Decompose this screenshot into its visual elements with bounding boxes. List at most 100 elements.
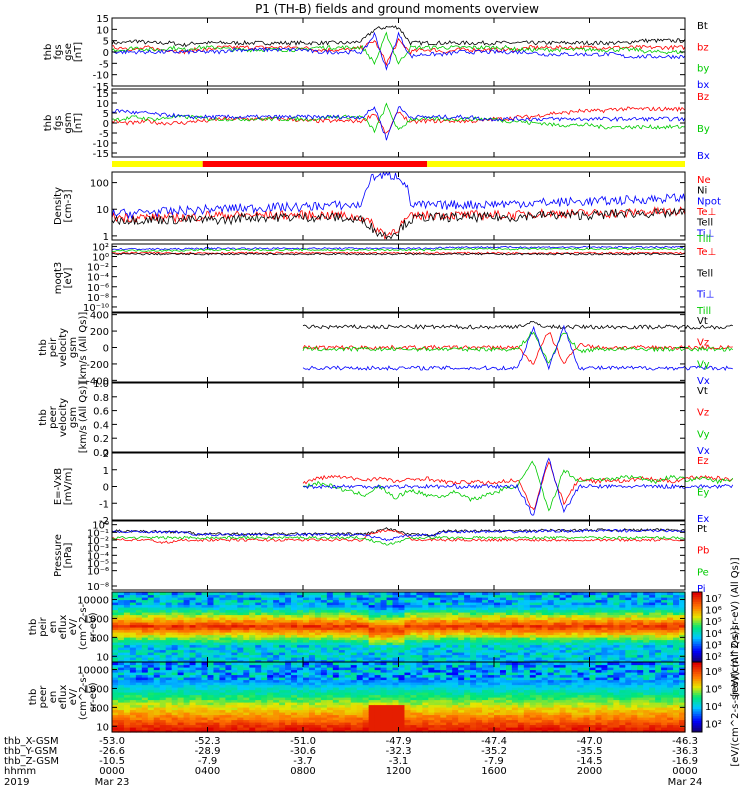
y-axis-label: gse [63, 43, 74, 61]
x-tick-label: -7.9 [484, 756, 504, 767]
legend-Bt: Bt [697, 21, 708, 32]
y-axis-label: en [48, 691, 59, 704]
x-tick-label: -47.4 [481, 736, 507, 747]
series-line-bz [111, 37, 686, 67]
y-tick-label: -2 [99, 516, 109, 527]
x-tick-label: -53.0 [99, 736, 125, 747]
x-tick-label: -51.0 [290, 736, 316, 747]
legend-Ti⊥: Ti⊥ [696, 290, 714, 301]
panel-efield: Ez Ey Ex -2 -1 0 1 2 E=-VxB [mV/m] [53, 449, 734, 527]
y-axis-label: (cm^2-s- [78, 603, 89, 650]
y-tick-label: 0 [103, 119, 109, 130]
legend-Vz: Vz [697, 408, 709, 419]
panel-frame [111, 171, 686, 241]
legend-Ez: Ez [697, 456, 709, 467]
colorbar-peer_spec: 10² 10⁴ 10⁶ 10⁸ [eV/(cm^2-s-sr-eV) (All Qs)] [691, 627, 741, 767]
series-line-Pb [112, 529, 686, 544]
series-line-Vt [302, 321, 733, 330]
legend-Vx: Vx [697, 446, 710, 457]
x-tick-label: -52.3 [195, 736, 221, 747]
y-axis-label: velocity [58, 398, 69, 437]
x-tick-label: -10.5 [99, 756, 125, 767]
legend-Till: Till [696, 234, 711, 245]
series-line-Pe [111, 535, 686, 546]
colorbar-tick: 10⁶ [705, 606, 722, 617]
y-tick-label: 15 [96, 89, 109, 100]
x-row-label: thb_X-GSM [4, 736, 59, 747]
y-tick-label: 0.2 [93, 434, 109, 445]
y-tick-label: 100 [90, 633, 109, 644]
y-tick-label: 0.0 [93, 448, 109, 459]
colorbar-label: [eV/(cm^2-s-sr-eV) (All Qs)] [730, 557, 741, 696]
y-tick-label: 10⁻⁴ [87, 551, 109, 562]
x-tick-label: 0800 [290, 766, 315, 777]
y-axis-label: [nT] [73, 42, 84, 62]
x-date-start: Mar 23 [95, 777, 130, 788]
x-tick-label: -30.6 [290, 746, 316, 757]
x-tick-label: -3.1 [389, 756, 409, 767]
legend-Pi: Pi [697, 584, 706, 595]
y-axis-label: moqt3 [53, 262, 64, 295]
x-tick-label: -36.3 [672, 746, 698, 757]
y-tick-label: 200 [90, 327, 109, 338]
y-tick-label: 1 [103, 466, 109, 477]
y-tick-label: 0 [103, 48, 109, 59]
y-axis-label: [nT] [73, 113, 84, 133]
y-tick-label: 10⁻¹ [87, 528, 109, 539]
y-tick-label: 10⁻⁸ [87, 582, 109, 593]
y-tick-label: 10⁰ [92, 252, 109, 263]
y-axis-label: peir [48, 337, 59, 357]
y-axis-label: peer [38, 685, 49, 709]
y-axis-label: thb [38, 409, 49, 426]
y-axis-label: Density [53, 187, 64, 225]
legend-by: by [697, 64, 709, 75]
x-tick-label: -35.2 [481, 746, 507, 757]
x-tick-label: -35.5 [577, 746, 603, 757]
legend-bx: bx [697, 80, 709, 91]
y-tick-label: 10⁻³ [87, 544, 109, 555]
y-axis-label: [cm-3] [63, 189, 74, 222]
colorbar-tick: 10⁵ [705, 617, 722, 628]
y-axis-label: fgs [53, 115, 64, 130]
y-axis-label: thb [43, 115, 54, 132]
panel-peir_v: Vt Vz Vy Vx -400 -200 0 200 400 thb peir velocity gs… [38, 311, 734, 387]
x-tick-label: -26.6 [99, 746, 125, 757]
colorbar-label: [eV/(cm^2-s-sr-eV) (All Qs)] [730, 627, 741, 766]
legend-Till: Till [696, 306, 711, 317]
x-tick-label: 2000 [577, 766, 602, 777]
y-tick-label: 2 [103, 449, 109, 460]
legend-Npot: Npot [697, 196, 721, 207]
y-tick-label: 400 [90, 311, 109, 322]
y-axis-label: eflux [58, 685, 69, 710]
colorbar-tick: 10² [705, 652, 722, 663]
legend-Vy: Vy [697, 429, 710, 440]
legend-Vt: Vt [697, 386, 708, 397]
y-tick-label: -400 [86, 376, 109, 387]
series-line-Vx [302, 324, 733, 372]
y-axis-label: [km/s (All Qs)] [78, 382, 89, 454]
y-axis-label: Pressure [53, 534, 64, 577]
y-axis-label: eV/ [68, 688, 79, 705]
y-tick-label: 10⁻² [87, 536, 109, 547]
figure-title: P1 (TH-B) fields and ground moments over… [255, 2, 539, 16]
series-line-Bt [111, 25, 686, 48]
y-tick-label: 0 [103, 344, 109, 355]
y-tick-label: 1.0 [93, 379, 109, 390]
y-axis-label: peer [48, 405, 59, 429]
y-axis-label: sr-eV) [88, 612, 99, 641]
y-tick-label: -10 [93, 139, 109, 150]
series-line-bx [111, 31, 686, 71]
panel-frame [111, 382, 686, 453]
series-line-Ni [111, 207, 686, 240]
legend-Vy: Vy [697, 359, 710, 370]
x-tick-label: -47.9 [386, 736, 412, 747]
y-tick-label: 5 [103, 37, 109, 48]
y-tick-label: 10⁻⁶ [87, 283, 109, 294]
y-axis-label: [km/s (All Qs)] [78, 312, 89, 384]
series-line-by [111, 31, 686, 66]
y-tick-label: 100 [90, 703, 109, 714]
y-axis-label: gsm [63, 112, 74, 133]
x-tick-label: -28.9 [195, 746, 221, 757]
y-tick-label: 10⁻² [87, 263, 109, 274]
